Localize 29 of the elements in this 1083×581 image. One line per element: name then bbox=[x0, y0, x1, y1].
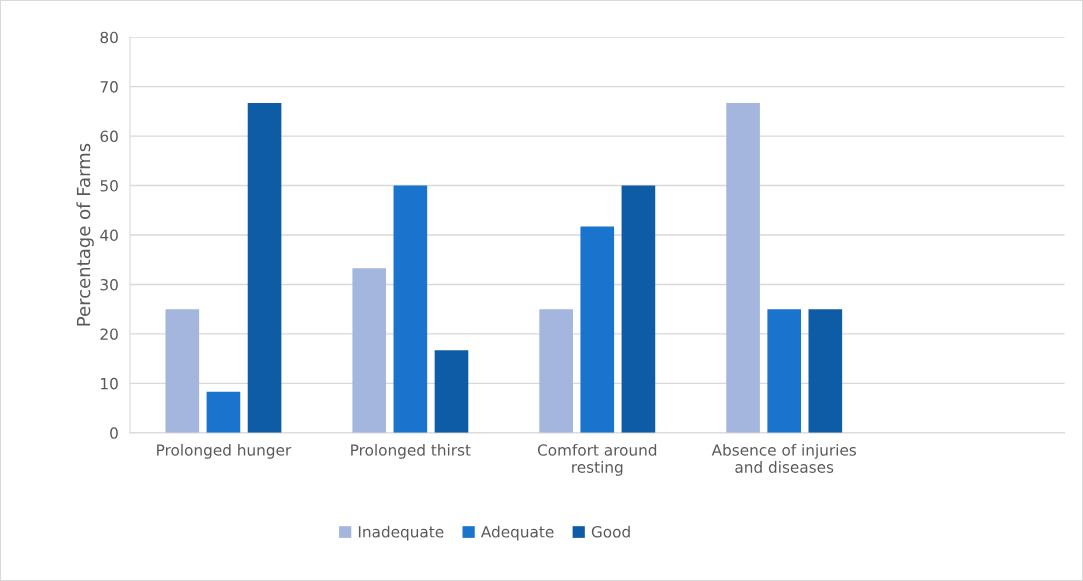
bar bbox=[580, 226, 615, 433]
x-tick-label: Comfort around resting bbox=[537, 443, 657, 476]
y-tick-label: 0 bbox=[110, 427, 118, 439]
bar bbox=[621, 185, 656, 433]
y-axis-title: Percentage of Farms bbox=[76, 143, 94, 326]
bar bbox=[539, 309, 573, 433]
y-tick-label: 40 bbox=[100, 229, 118, 242]
bar bbox=[352, 268, 387, 433]
legend-label: Adequate bbox=[480, 525, 554, 541]
y-tick-label: 60 bbox=[100, 130, 118, 143]
x-tick-label: Absence of injuries and diseases bbox=[711, 443, 857, 473]
y-tick-label: 30 bbox=[100, 278, 118, 291]
x-tick-label: Prolonged thirst bbox=[351, 443, 471, 459]
bar bbox=[393, 185, 428, 433]
bar bbox=[726, 102, 760, 433]
bar bbox=[247, 102, 282, 433]
bar bbox=[808, 309, 843, 433]
y-tick-label: 80 bbox=[100, 31, 118, 44]
y-tick-label: 50 bbox=[100, 180, 118, 192]
y-tick-label: 70 bbox=[100, 81, 118, 93]
bar bbox=[434, 350, 469, 433]
legend-label: Inadequate bbox=[358, 525, 444, 541]
bar bbox=[206, 391, 241, 433]
x-tick-label: Prolonged hunger bbox=[157, 443, 292, 459]
bar bbox=[767, 309, 802, 433]
legend-label: Good bbox=[591, 525, 630, 538]
y-tick-label: 10 bbox=[101, 377, 118, 390]
bar bbox=[165, 309, 200, 433]
y-tick-label: 20 bbox=[100, 328, 118, 340]
